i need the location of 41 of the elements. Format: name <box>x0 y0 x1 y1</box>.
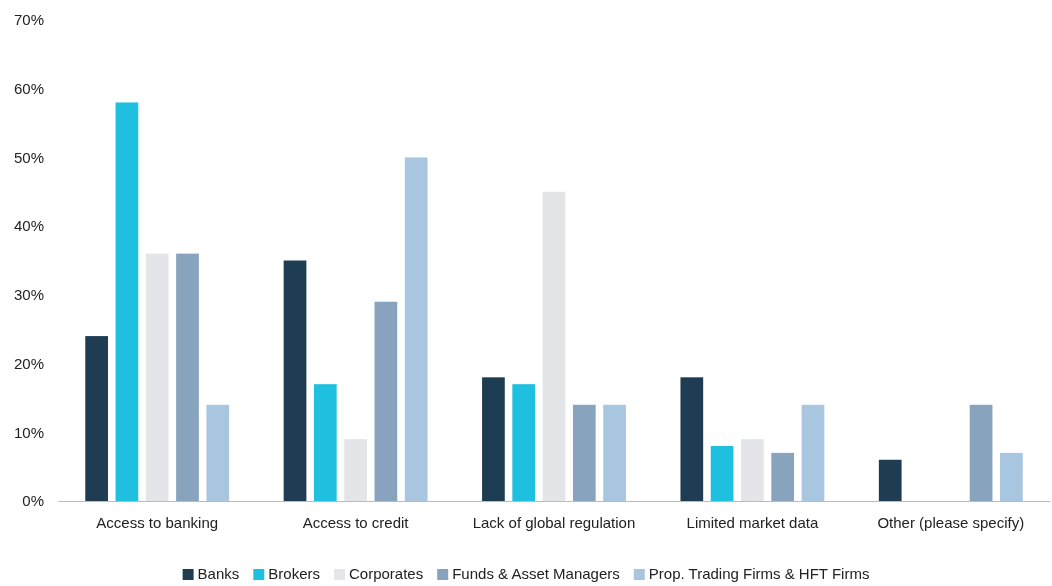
bar <box>374 301 398 501</box>
bar <box>680 377 704 501</box>
legend-label: Funds & Asset Managers <box>452 565 620 582</box>
legend-label: Banks <box>197 565 240 582</box>
y-tick-label: 10% <box>13 423 44 441</box>
bar <box>85 336 108 501</box>
bar <box>145 253 169 501</box>
bar <box>115 102 139 501</box>
y-tick-label: 60% <box>13 80 44 98</box>
legend-label: Brokers <box>268 565 320 582</box>
y-tick-label: 50% <box>13 148 44 166</box>
y-tick-label: 30% <box>13 286 44 304</box>
x-tick-label: Limited market data <box>686 513 819 531</box>
bar <box>344 439 367 501</box>
bar <box>710 446 734 501</box>
bar <box>512 384 536 501</box>
bar <box>283 260 307 501</box>
bar <box>969 404 993 501</box>
y-tick-label: 20% <box>13 354 44 372</box>
legend-label: Corporates <box>349 565 424 582</box>
bar <box>482 377 505 501</box>
bar <box>1000 452 1023 501</box>
bar <box>741 439 764 501</box>
bar <box>878 459 902 501</box>
y-tick-label: 0% <box>22 492 44 510</box>
bar <box>542 191 566 501</box>
x-tick-label: Access to credit <box>302 513 410 531</box>
y-tick-label: 40% <box>13 217 44 235</box>
bar <box>206 404 230 501</box>
bar <box>313 384 337 501</box>
bar <box>771 452 795 501</box>
bar <box>603 404 626 501</box>
x-tick-label: Lack of global regulation <box>472 513 636 531</box>
y-tick-label: 70% <box>13 11 44 29</box>
bar <box>572 404 596 501</box>
x-tick-label: Other (please specify) <box>877 513 1025 531</box>
bar <box>801 404 825 501</box>
legend-label: Prop. Trading Firms & HFT Firms <box>648 565 870 582</box>
x-tick-label: Access to banking <box>96 513 219 531</box>
bar <box>176 253 199 501</box>
bar <box>404 157 428 501</box>
